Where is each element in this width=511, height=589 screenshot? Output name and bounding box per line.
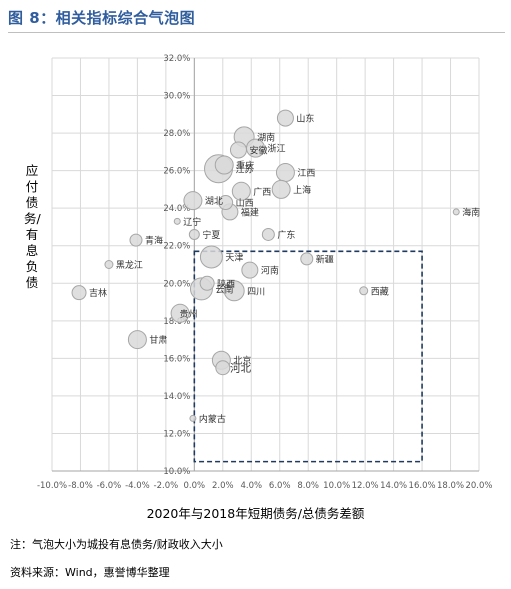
bubble-point [129, 233, 143, 247]
x-tick-label: 2.0% [212, 481, 234, 491]
bubble-label: 贵州 [180, 308, 198, 320]
x-tick-label: 8.0% [297, 481, 319, 491]
bubble-label: 青海 [145, 235, 163, 247]
bubble-label: 浙江 [268, 143, 286, 155]
bubble-label: 陕西 [217, 278, 235, 290]
figure-title: 图 8：相关指标综合气泡图 [8, 9, 196, 27]
bubble-point [218, 195, 234, 211]
bubble-point [189, 414, 197, 422]
bubble-point [71, 285, 87, 301]
x-tick-label: 10.0% [323, 481, 350, 491]
bubble-label: 安徽 [249, 144, 267, 156]
bubble-point [173, 217, 181, 225]
bubble-label: 山西 [236, 198, 254, 209]
bubble-point [188, 228, 200, 240]
bubble-label: 北京 [233, 355, 251, 367]
bubble-point [275, 163, 295, 183]
y-tick-label: 24.0% [163, 204, 190, 214]
y-tick-labels: 10.0%12.0%14.0%16.0%18.0%20.0%22.0%24.0%… [163, 54, 190, 477]
y-tick-label: 22.0% [163, 242, 190, 252]
bubble-point [199, 245, 223, 269]
x-tick-label: -6.0% [97, 481, 122, 491]
bubble-label: 辽宁 [183, 216, 201, 228]
y-tick-label: 10.0% [163, 467, 190, 477]
x-tick-label: 12.0% [352, 481, 379, 491]
bubble-label: 福建 [241, 206, 259, 218]
grid-lines [51, 57, 480, 472]
bubble-label: 甘肃 [149, 334, 167, 346]
bubble-label: 云南 [215, 283, 233, 295]
x-tick-label: 0.0% [184, 481, 206, 491]
bubble-point [229, 141, 247, 159]
bubble-size-note: 注：气泡大小为城投有息债务/财政收入大小 [10, 538, 223, 551]
y-tick-label: 30.0% [163, 92, 190, 102]
x-axis-label: 2020年与2018年短期债务/总债务差额 [146, 506, 365, 521]
bubble-point [214, 155, 234, 175]
bubble-label: 山东 [296, 113, 314, 125]
bubble-point [276, 109, 294, 127]
bubble-label: 广西 [253, 186, 271, 198]
bubble-point [183, 191, 203, 211]
bubble-label: 江西 [297, 168, 315, 179]
y-tick-label: 28.0% [163, 129, 190, 139]
bubbles [71, 109, 460, 422]
bubble-point [452, 208, 460, 216]
y-tick-label: 16.0% [163, 354, 190, 364]
y-tick-label: 20.0% [163, 279, 190, 289]
bubble-label: 河北 [230, 362, 251, 374]
bubble-label: 天津 [225, 252, 243, 263]
bubble-point [215, 360, 231, 376]
y-tick-label: 14.0% [163, 392, 190, 402]
axis-lines [52, 58, 479, 472]
bubble-label: 宁夏 [202, 229, 220, 241]
bubble-point [300, 252, 314, 266]
bubble-point [127, 330, 147, 350]
bubble-point [261, 227, 275, 241]
bubble-point [223, 280, 245, 302]
bubble-point [241, 261, 259, 279]
y-tick-label: 12.0% [163, 429, 190, 439]
x-tick-label: 4.0% [240, 481, 262, 491]
y-axis-label: 应付债务/有息负债 [24, 163, 41, 290]
bubble-point [231, 181, 251, 201]
bubble-label: 湖北 [205, 196, 223, 207]
highlight-region-box [193, 250, 423, 463]
x-tick-label: 6.0% [269, 481, 291, 491]
bubble-label: 西藏 [371, 285, 389, 297]
bubble-label: 广东 [277, 229, 295, 241]
bubble-label: 内蒙古 [199, 413, 226, 425]
x-tick-label: 20.0% [465, 481, 492, 491]
bubble-label: 江苏 [236, 163, 254, 175]
x-tick-label: 14.0% [380, 481, 407, 491]
bubble-label: 重庆 [236, 160, 254, 172]
x-tick-label: 18.0% [437, 481, 464, 491]
x-tick-label: -8.0% [68, 481, 93, 491]
bubble-label: 黑龙江 [116, 259, 143, 271]
bubble-point [359, 286, 369, 296]
x-tick-label: -10.0% [37, 481, 67, 491]
x-tick-label: -2.0% [154, 481, 179, 491]
bubble-point [104, 260, 114, 269]
bubble-chart: 10.0%12.0%14.0%16.0%18.0%20.0%22.0%24.0%… [37, 54, 493, 491]
bubble-label: 四川 [247, 287, 265, 297]
x-tick-label: -4.0% [125, 481, 150, 491]
source-note: 资料来源：Wind，惠誉博华整理 [10, 566, 170, 579]
bubble-point [271, 179, 291, 199]
bubble-label: 河南 [261, 265, 279, 277]
title-divider [8, 32, 505, 33]
bubble-point [170, 303, 190, 323]
x-tick-label: 16.0% [409, 481, 436, 491]
bubble-label: 吉林 [89, 287, 107, 299]
bubble-label: 新疆 [316, 253, 334, 265]
y-tick-label: 32.0% [163, 54, 190, 64]
bubble-point [199, 275, 215, 291]
bubble-label: 海南 [462, 206, 480, 218]
y-tick-label: 26.0% [163, 167, 190, 177]
bubble-label: 湖南 [257, 131, 275, 143]
x-tick-labels: -10.0% -8.0% -6.0% -4.0% -2.0% 0.0% 2.0% 4.0% 6.… [37, 481, 493, 491]
bubble-label: 上海 [293, 184, 311, 196]
